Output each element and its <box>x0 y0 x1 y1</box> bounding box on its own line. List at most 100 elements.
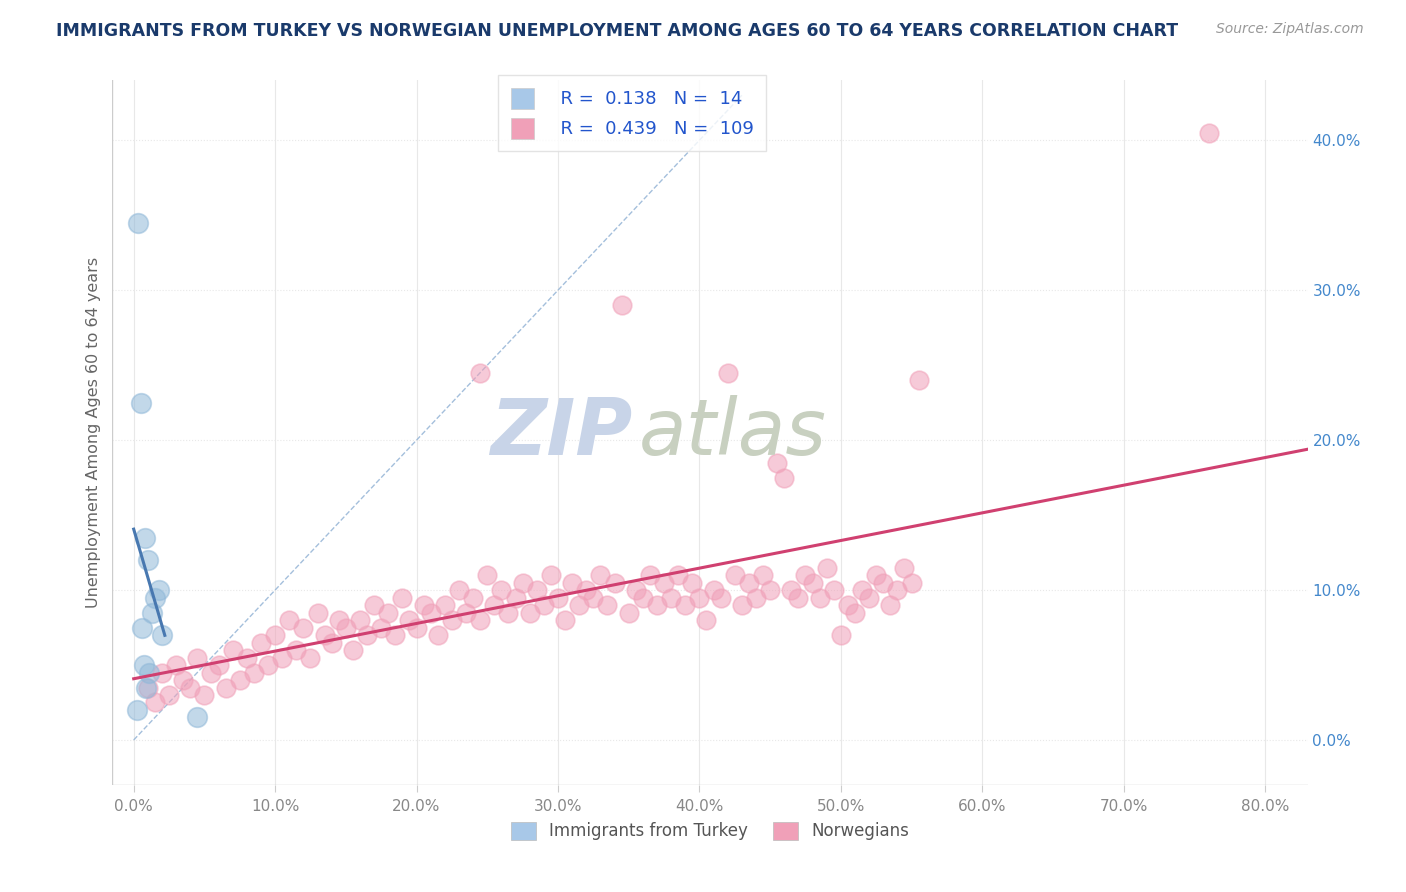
Point <box>780 582 803 597</box>
Point <box>505 591 527 605</box>
Point <box>299 650 322 665</box>
Point <box>454 606 477 620</box>
Point <box>582 591 605 605</box>
Point <box>512 575 534 590</box>
Point <box>773 470 796 484</box>
Point <box>688 591 710 605</box>
Point <box>879 598 901 612</box>
Point <box>554 613 576 627</box>
Point <box>745 591 768 605</box>
Point <box>808 591 831 605</box>
Point <box>631 591 654 605</box>
Point <box>342 643 364 657</box>
Point <box>477 568 499 582</box>
Legend: Immigrants from Turkey, Norwegians: Immigrants from Turkey, Norwegians <box>505 815 915 847</box>
Point <box>710 591 733 605</box>
Point <box>470 366 492 380</box>
Point <box>830 628 852 642</box>
Point <box>314 628 336 642</box>
Point <box>186 710 208 724</box>
Point <box>470 613 492 627</box>
Point <box>886 582 908 597</box>
Point <box>547 591 569 605</box>
Point <box>498 606 520 620</box>
Point <box>766 456 789 470</box>
Point <box>681 575 703 590</box>
Point <box>893 560 915 574</box>
Point <box>335 621 357 635</box>
Point <box>589 568 612 582</box>
Point <box>278 613 301 627</box>
Point <box>533 598 555 612</box>
Point <box>645 598 668 612</box>
Point <box>731 598 754 612</box>
Point <box>307 606 329 620</box>
Text: Source: ZipAtlas.com: Source: ZipAtlas.com <box>1216 22 1364 37</box>
Point <box>179 681 201 695</box>
Point <box>575 582 598 597</box>
Point <box>136 681 159 695</box>
Point <box>568 598 591 612</box>
Point <box>271 650 294 665</box>
Point <box>405 621 427 635</box>
Point <box>624 582 647 597</box>
Point <box>1198 126 1220 140</box>
Point <box>638 568 661 582</box>
Point <box>561 575 583 590</box>
Point <box>673 598 696 612</box>
Point <box>222 643 245 657</box>
Point <box>186 650 208 665</box>
Point <box>384 628 406 642</box>
Point <box>264 628 287 642</box>
Point <box>440 613 463 627</box>
Point <box>844 606 866 620</box>
Point <box>724 568 747 582</box>
Point <box>138 665 160 680</box>
Point <box>865 568 887 582</box>
Point <box>837 598 859 612</box>
Point <box>540 568 562 582</box>
Point <box>484 598 506 612</box>
Point <box>695 613 717 627</box>
Point <box>200 665 222 680</box>
Point <box>150 665 173 680</box>
Point <box>285 643 308 657</box>
Point <box>214 681 236 695</box>
Point <box>666 568 689 582</box>
Point <box>872 575 894 590</box>
Point <box>193 688 215 702</box>
Point <box>426 628 449 642</box>
Point <box>391 591 413 605</box>
Point <box>207 658 229 673</box>
Point <box>143 591 166 605</box>
Point <box>752 568 775 582</box>
Point <box>143 696 166 710</box>
Point <box>148 582 170 597</box>
Point <box>236 650 259 665</box>
Point <box>292 621 315 635</box>
Point <box>129 395 152 409</box>
Point <box>823 582 845 597</box>
Point <box>703 582 725 597</box>
Point <box>243 665 266 680</box>
Point <box>132 658 155 673</box>
Point <box>851 582 873 597</box>
Point <box>717 366 740 380</box>
Point <box>328 613 350 627</box>
Point <box>377 606 399 620</box>
Point <box>433 598 456 612</box>
Point <box>349 613 371 627</box>
Point <box>363 598 385 612</box>
Point <box>125 703 148 717</box>
Point <box>172 673 194 687</box>
Point <box>519 606 541 620</box>
Point <box>321 635 343 649</box>
Text: ZIP: ZIP <box>491 394 633 471</box>
Point <box>370 621 392 635</box>
Text: IMMIGRANTS FROM TURKEY VS NORWEGIAN UNEMPLOYMENT AMONG AGES 60 TO 64 YEARS CORRE: IMMIGRANTS FROM TURKEY VS NORWEGIAN UNEM… <box>56 22 1178 40</box>
Point <box>165 658 187 673</box>
Point <box>596 598 619 612</box>
Point <box>900 575 922 590</box>
Point <box>787 591 810 605</box>
Point <box>398 613 420 627</box>
